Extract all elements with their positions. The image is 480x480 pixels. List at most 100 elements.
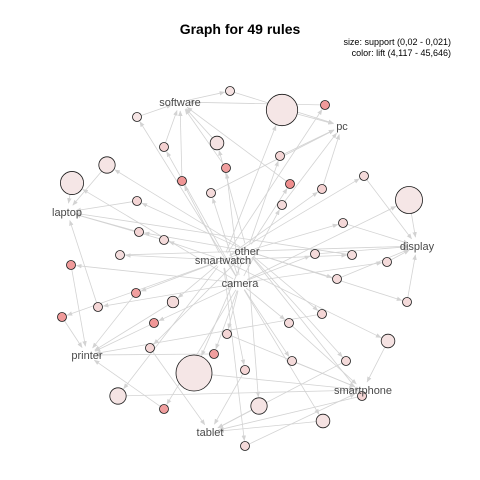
rule-node — [357, 391, 367, 401]
edge-lhs — [158, 286, 233, 322]
rule-node — [225, 86, 235, 96]
edge-rhs — [93, 359, 161, 407]
edge-lhs — [66, 262, 216, 316]
rule-node — [145, 343, 155, 353]
edge-rhs — [75, 213, 160, 240]
rule-node — [57, 312, 67, 322]
edge-rhs — [94, 324, 151, 352]
rule-node — [265, 93, 299, 127]
edge-lhs — [252, 255, 319, 311]
edge-lhs — [141, 202, 240, 249]
edge-rhs — [283, 129, 335, 155]
edge-rhs — [292, 325, 357, 385]
edge-lhs — [168, 241, 216, 258]
edge-rhs — [214, 129, 335, 192]
item-label-laptop: laptop — [52, 207, 82, 219]
edge-lhs — [244, 289, 290, 357]
rule-node — [159, 235, 169, 245]
rule-node — [159, 142, 169, 152]
rule-node — [175, 354, 213, 392]
item-label-printer: printer — [71, 350, 103, 362]
edge-rhs — [69, 220, 97, 303]
edge-rhs — [71, 269, 87, 347]
rule-node — [177, 176, 187, 186]
item-label-pc: pc — [336, 121, 348, 133]
edge-lhs — [124, 253, 216, 261]
rule-node — [277, 200, 287, 210]
edge-lhs — [201, 258, 245, 357]
edge-lhs — [225, 172, 240, 276]
rule-node — [317, 309, 327, 319]
rule-node — [115, 250, 125, 260]
edge-rhs — [296, 362, 356, 387]
edge-lhs — [123, 266, 219, 390]
edge-lhs — [247, 258, 261, 398]
edge-rhs — [75, 201, 133, 213]
rule-node — [315, 413, 331, 429]
edge-lhs — [254, 253, 403, 301]
rule-node — [347, 250, 357, 260]
rule-node — [284, 318, 294, 328]
edge-rhs — [124, 244, 409, 256]
edge-rhs — [366, 179, 412, 240]
rule-node — [221, 163, 231, 173]
edge-rhs — [297, 113, 334, 125]
edge-lhs — [230, 263, 382, 338]
edge-rhs — [188, 100, 321, 106]
edge-lhs — [143, 231, 240, 251]
rule-node — [209, 135, 225, 151]
edge-rhs — [165, 109, 178, 143]
item-label-display: display — [400, 241, 435, 253]
edge-lhs — [114, 169, 241, 248]
rule-node — [206, 188, 216, 198]
edge-rhs — [95, 352, 210, 358]
edge-lhs — [215, 290, 238, 350]
rule-node — [359, 171, 369, 181]
edge-rhs — [284, 132, 337, 202]
edge-lhs — [223, 267, 246, 442]
rule-node — [159, 404, 169, 414]
rule-node — [132, 196, 142, 206]
edge-rhs — [366, 346, 386, 383]
edge-lhs — [243, 209, 280, 277]
edge-lhs — [212, 197, 238, 276]
edge-lhs — [251, 257, 359, 393]
edge-rhs — [178, 110, 183, 177]
edge-lhs — [230, 253, 348, 261]
legend-color: color: lift (4,117 - 45,646) — [352, 48, 451, 58]
edge-rhs — [152, 351, 206, 426]
rule-node — [60, 171, 84, 195]
edge-lhs — [102, 283, 233, 308]
edge-layer — [64, 91, 417, 445]
edge-rhs — [94, 304, 169, 351]
rule-node — [134, 227, 144, 237]
edge-rhs — [95, 314, 318, 355]
edge-rhs — [214, 373, 244, 425]
rule-node — [98, 156, 116, 174]
rule-node — [320, 100, 330, 110]
edge-rhs — [218, 421, 317, 433]
edge-rhs — [64, 320, 83, 348]
item-label-smartwatch: smartwatch — [195, 255, 251, 267]
rule-node — [402, 297, 412, 307]
edge-lhs — [140, 253, 240, 292]
rule-node — [240, 441, 250, 451]
item-label-other: other — [234, 246, 259, 258]
item-label-smartphone: smartphone — [334, 385, 392, 397]
edge-lhs — [166, 151, 237, 277]
rule-node — [275, 151, 285, 161]
rule-node — [149, 318, 159, 328]
edge-lhs — [252, 256, 343, 358]
edge-rhs — [67, 194, 72, 204]
rule-node — [209, 349, 219, 359]
edge-rhs — [185, 108, 213, 139]
edge-rhs — [184, 108, 224, 165]
edge-lhs — [153, 256, 242, 345]
edge-lhs — [229, 178, 360, 257]
edge-rhs — [322, 134, 340, 185]
rule-node — [222, 329, 232, 339]
edge-lhs — [184, 185, 220, 254]
rule-node — [131, 288, 141, 298]
